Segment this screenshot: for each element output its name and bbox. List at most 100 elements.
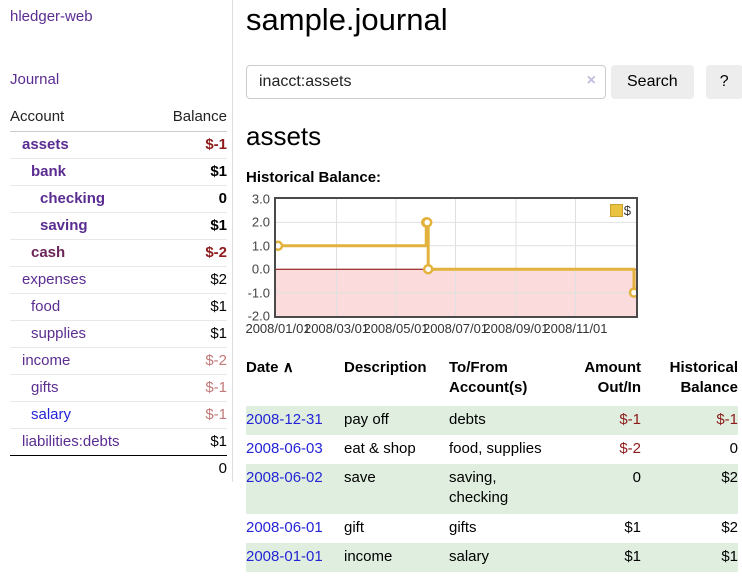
table-row: 2008-06-02 save saving, checking 0 $2 — [246, 464, 738, 514]
account-row: gifts $-1 — [10, 374, 227, 402]
table-row: 2008-06-03 eat & shop food, supplies $-2… — [246, 435, 738, 464]
search-bar: × Search ? — [246, 65, 742, 99]
sort-ascending-icon: ∧ — [282, 359, 294, 376]
table-row: 2008-01-01 income salary $1 $1 — [246, 542, 738, 572]
transaction-date-link[interactable]: 2008-06-02 — [246, 469, 323, 486]
transaction-date-link[interactable]: 2008-12-31 — [246, 410, 323, 428]
register-header-accounts: To/From Account(s) — [449, 359, 528, 397]
y-tick-label: 0.0 — [251, 261, 270, 277]
accounts-header-account: Account — [10, 103, 156, 132]
register-header-amount: Amount Out/In — [584, 359, 641, 397]
account-balance: $-1 — [155, 374, 227, 402]
account-link[interactable]: bank — [31, 163, 67, 180]
register-header-date[interactable]: Date ∧ — [246, 359, 294, 376]
transaction-accounts: saving, checking — [449, 469, 509, 507]
account-link[interactable]: income — [22, 352, 71, 369]
account-link[interactable]: expenses — [22, 271, 87, 288]
x-tick-label: 2008/01/01 — [245, 321, 311, 336]
account-link[interactable]: cash — [31, 244, 66, 261]
transaction-description: save — [344, 469, 376, 486]
clear-search-icon[interactable]: × — [586, 72, 596, 89]
transaction-amount: 0 — [632, 469, 641, 486]
search-input[interactable] — [246, 65, 606, 99]
transaction-amount: $1 — [624, 518, 641, 536]
account-row: bank $1 — [10, 158, 227, 186]
account-row: liabilities:debts $1 — [10, 428, 227, 456]
account-balance: $1 — [155, 158, 227, 186]
accounts-table: Account Balance assets $-1 bank $1 — [10, 103, 227, 482]
transaction-date-link[interactable]: 2008-06-03 — [246, 439, 323, 457]
transaction-description: income — [344, 547, 393, 565]
x-tick-label: 2008/07/01 — [422, 321, 489, 336]
main-content: sample.journal × Search ? assets Histori… — [233, 0, 742, 572]
account-balance: $-1 — [205, 136, 227, 153]
transaction-amount: $1 — [624, 547, 641, 565]
account-link[interactable]: gifts — [31, 379, 59, 396]
account-balance: 0 — [155, 185, 227, 213]
transaction-balance: $2 — [721, 518, 738, 536]
brand-link[interactable]: hledger-web — [10, 8, 93, 25]
y-tick-label: -1.0 — [247, 285, 270, 301]
y-tick-label: 2.0 — [251, 214, 270, 230]
account-balance: $1 — [155, 320, 227, 348]
search-button[interactable]: Search — [611, 65, 694, 99]
account-row: salary $-1 — [10, 401, 227, 429]
transaction-balance: 0 — [729, 439, 738, 457]
plot-area: $ — [274, 197, 638, 318]
transaction-date-link[interactable]: 2008-01-01 — [246, 547, 323, 565]
transaction-balance: $1 — [721, 547, 738, 565]
accounts-total-row: 0 — [10, 455, 227, 482]
account-row: assets $-1 — [10, 132, 227, 159]
table-row: 2008-12-31 pay off debts $-1 $-1 — [246, 405, 738, 435]
help-button[interactable]: ? — [705, 65, 742, 99]
account-row: income $-2 — [10, 347, 227, 375]
account-row: saving $1 — [10, 212, 227, 240]
chart-legend: $ — [607, 202, 633, 219]
historical-balance-chart: 3.0 2.0 1.0 0.0 -1.0 -2.0 $ 2008/01/01 2008/03… — [245, 192, 742, 343]
x-tick-label: 2008/09/01 — [483, 321, 549, 336]
search-box: × — [246, 65, 606, 99]
x-tick-label: 2008/05/01 — [363, 321, 429, 336]
account-link[interactable]: saving — [40, 217, 88, 234]
account-link[interactable]: salary — [31, 406, 72, 423]
sidebar-item-journal[interactable]: Journal — [10, 71, 60, 88]
register-header-row: Date ∧ Description To/From Account(s) Am… — [246, 356, 738, 406]
transaction-amount: $-1 — [619, 410, 641, 428]
sidebar: hledger-web Journal Account Balance asse… — [0, 0, 233, 482]
account-link[interactable]: food — [31, 298, 61, 315]
accounts-total-value: 0 — [155, 455, 227, 482]
account-link[interactable]: assets — [22, 136, 69, 153]
transaction-description: pay off — [344, 410, 389, 428]
transaction-description: gift — [344, 518, 365, 536]
account-balance: $-2 — [155, 347, 227, 375]
transaction-accounts: salary — [449, 547, 490, 565]
transaction-amount: $-2 — [619, 439, 641, 457]
chart-title: Historical Balance: — [246, 169, 382, 186]
account-link[interactable]: checking — [40, 190, 106, 207]
transaction-accounts: food, supplies — [449, 439, 542, 457]
y-tick-label: 3.0 — [251, 191, 270, 207]
account-link[interactable]: liabilities:debts — [22, 433, 120, 450]
table-row: 2008-06-01 gift gifts $1 $2 — [246, 514, 738, 543]
account-row: checking 0 — [10, 185, 227, 213]
account-row: supplies $1 — [10, 320, 227, 348]
y-tick-label: -2.0 — [247, 308, 270, 324]
account-balance: $1 — [155, 428, 227, 456]
transaction-balance: $2 — [721, 469, 738, 486]
transaction-accounts: gifts — [449, 518, 477, 536]
accounts-header-balance: Balance — [155, 103, 227, 132]
account-balance: $-2 — [155, 239, 227, 267]
page-title: sample.journal — [246, 2, 448, 37]
account-balance: $1 — [155, 293, 227, 321]
x-tick-label: 2008/11/01 — [543, 321, 608, 336]
register-header-balance: Historical Balance — [669, 359, 738, 397]
account-balance: $1 — [155, 212, 227, 240]
transaction-balance: $-1 — [716, 410, 738, 428]
account-link[interactable]: supplies — [31, 325, 87, 342]
transaction-date-link[interactable]: 2008-06-01 — [246, 518, 323, 536]
account-heading: assets — [246, 121, 322, 151]
transaction-accounts: debts — [449, 410, 486, 428]
account-row: cash $-2 — [10, 239, 227, 267]
x-tick-label: 2008/03/01 — [303, 321, 370, 336]
